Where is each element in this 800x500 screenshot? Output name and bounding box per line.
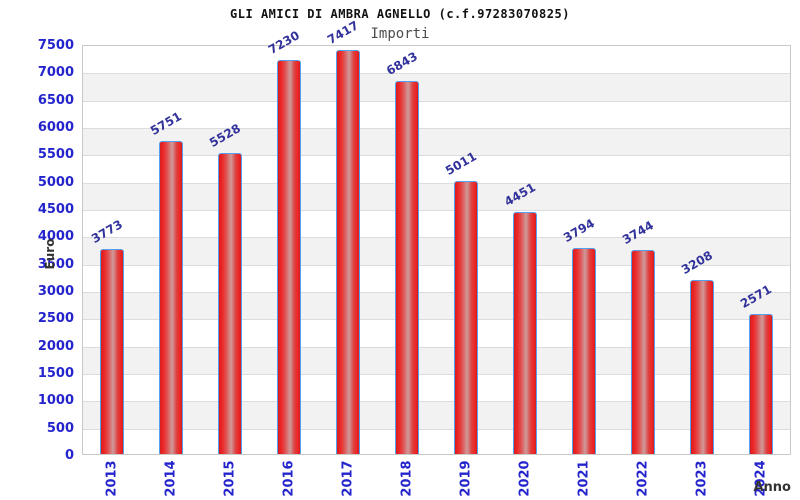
background-band bbox=[83, 128, 790, 156]
chart-legend-label: Importi bbox=[370, 26, 430, 42]
y-tick-label: 1500 bbox=[37, 366, 74, 381]
gridline bbox=[83, 100, 790, 102]
x-tick-label: 2020 bbox=[517, 460, 533, 497]
background-band bbox=[83, 401, 790, 429]
background-band bbox=[83, 292, 790, 320]
gridline bbox=[83, 292, 790, 293]
gridline bbox=[83, 319, 790, 321]
bar-value-label: 7417 bbox=[324, 17, 361, 47]
gridline bbox=[83, 73, 790, 75]
y-tick-label: 2500 bbox=[37, 311, 74, 327]
x-tick-label: 2016 bbox=[281, 460, 297, 497]
bar-2024 bbox=[749, 314, 774, 454]
x-tick-label: 2023 bbox=[694, 460, 710, 497]
bar-2014 bbox=[158, 140, 183, 454]
y-tick-label: 7000 bbox=[37, 65, 74, 81]
y-tick-label: 6000 bbox=[37, 120, 74, 135]
bar-2020 bbox=[513, 211, 538, 454]
y-tick-label: 3000 bbox=[37, 284, 74, 299]
bar-2019 bbox=[454, 181, 479, 454]
bar-2013 bbox=[99, 248, 124, 454]
y-tick-label: 4000 bbox=[37, 229, 74, 245]
background-band bbox=[83, 73, 790, 101]
gridline bbox=[83, 182, 790, 184]
chart-title: GLI AMICI DI AMBRA AGNELLO (c.f.97283070… bbox=[230, 7, 570, 21]
gridline bbox=[83, 237, 790, 239]
y-tick-label: 5000 bbox=[37, 174, 74, 190]
y-tick-label: 3500 bbox=[37, 256, 74, 272]
x-axis-title: Anno bbox=[753, 480, 791, 495]
gridline bbox=[83, 374, 790, 375]
y-tick-label: 7500 bbox=[37, 38, 74, 53]
y-tick-label: 500 bbox=[46, 420, 74, 436]
y-tick-label: 0 bbox=[64, 448, 74, 463]
gridline bbox=[83, 264, 790, 266]
x-tick-label: 2014 bbox=[163, 460, 179, 497]
x-tick-label: 2013 bbox=[104, 460, 120, 497]
gridline bbox=[83, 128, 790, 129]
bar-2016 bbox=[276, 59, 301, 454]
bar-2017 bbox=[335, 49, 360, 454]
bar-2015 bbox=[217, 152, 242, 454]
background-band bbox=[83, 237, 790, 265]
x-tick-label: 2017 bbox=[340, 460, 356, 497]
background-band bbox=[83, 182, 790, 210]
plot-area bbox=[82, 45, 791, 455]
x-tick-label: 2018 bbox=[399, 460, 415, 497]
y-tick-label: 1000 bbox=[37, 393, 74, 409]
bar-2023 bbox=[690, 279, 715, 454]
y-tick-label: 4500 bbox=[37, 202, 74, 217]
gridline bbox=[83, 210, 790, 211]
x-tick-label: 2015 bbox=[222, 460, 238, 497]
gridline bbox=[83, 401, 790, 403]
bar-2021 bbox=[572, 247, 597, 454]
x-tick-label: 2021 bbox=[576, 460, 592, 497]
x-tick-label: 2019 bbox=[458, 460, 474, 497]
y-tick-label: 5500 bbox=[37, 147, 74, 163]
gridline bbox=[83, 346, 790, 348]
x-tick-label: 2022 bbox=[635, 460, 651, 497]
bar-2018 bbox=[394, 80, 419, 454]
y-tick-label: 2000 bbox=[37, 338, 74, 354]
y-tick-label: 6500 bbox=[37, 92, 74, 108]
bar-2022 bbox=[631, 250, 656, 454]
gridline bbox=[83, 428, 790, 430]
y-axis-title: Euro bbox=[43, 238, 57, 270]
gridline bbox=[83, 155, 790, 157]
background-band bbox=[83, 346, 790, 374]
